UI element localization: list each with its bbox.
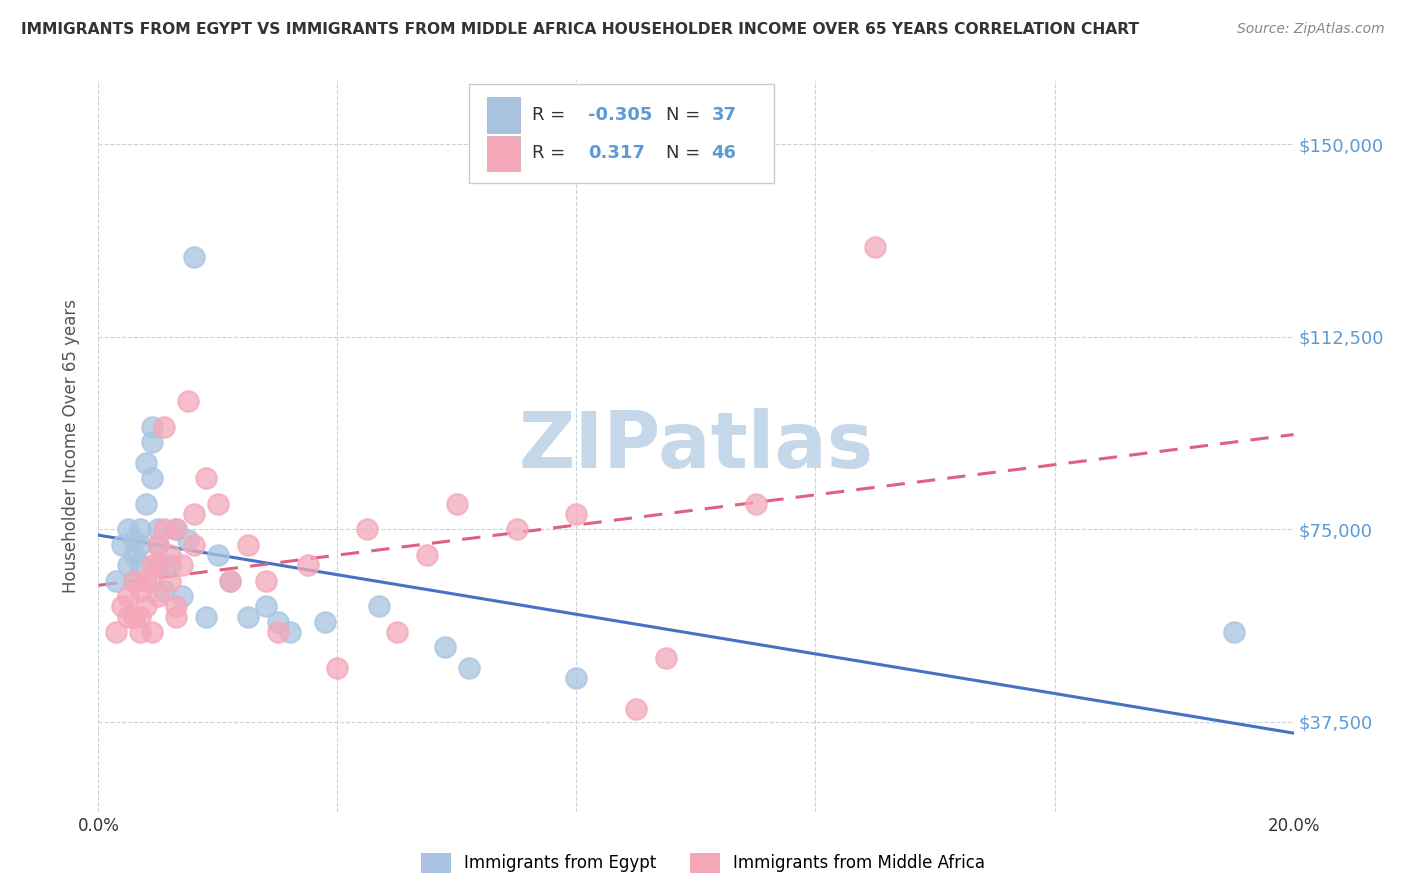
Text: Source: ZipAtlas.com: Source: ZipAtlas.com [1237,22,1385,37]
Point [278,625,301,640]
Text: ZIPatlas: ZIPatlas [519,408,873,484]
Point [183,251,205,265]
Text: 46: 46 [711,145,737,162]
Point [177,533,200,547]
Point [626,702,648,716]
Point [129,584,152,599]
Point [148,523,170,537]
Point [111,599,134,614]
Point [135,456,157,470]
Point [135,599,157,614]
Text: R =: R = [533,145,571,162]
Point [117,558,139,573]
Point [148,558,170,573]
Point [129,538,152,552]
Point [124,574,146,588]
Point [165,609,187,624]
Point [129,609,152,624]
Point [254,574,277,588]
Point [117,589,139,603]
Point [183,538,205,552]
Point [148,589,170,603]
Bar [486,136,520,171]
Point [148,558,170,573]
Point [267,615,290,629]
Point [129,523,152,537]
Point [416,548,439,562]
Point [254,599,277,614]
Point [745,497,768,511]
Point [565,671,588,685]
Text: N =: N = [666,145,706,162]
Point [141,471,163,485]
Point [865,240,887,254]
Point [177,394,200,409]
Point [124,574,146,588]
Point [141,625,163,640]
Point [129,558,152,573]
Point [135,497,157,511]
Point [117,523,139,537]
Point [124,609,146,624]
Point [105,574,128,588]
Point [129,625,152,640]
Point [141,435,163,450]
Legend: Immigrants from Egypt, Immigrants from Middle Africa: Immigrants from Egypt, Immigrants from M… [415,847,991,880]
Point [195,609,218,624]
Point [141,558,163,573]
Point [195,471,218,485]
Point [124,533,146,547]
Text: 0.317: 0.317 [589,145,645,162]
Text: N =: N = [666,106,706,124]
Text: IMMIGRANTS FROM EGYPT VS IMMIGRANTS FROM MIDDLE AFRICA HOUSEHOLDER INCOME OVER 6: IMMIGRANTS FROM EGYPT VS IMMIGRANTS FROM… [21,22,1139,37]
Text: R =: R = [533,106,571,124]
Point [326,661,349,675]
Point [368,599,391,614]
Point [655,650,678,665]
Point [105,625,128,640]
Point [165,523,187,537]
Point [141,574,163,588]
Point [267,625,290,640]
Point [1223,625,1246,640]
Point [135,574,157,588]
Point [111,538,134,552]
Y-axis label: Householder Income Over 65 years: Householder Income Over 65 years [62,299,80,593]
Point [434,640,457,655]
Point [458,661,481,675]
Point [446,497,468,511]
Point [207,548,229,562]
Point [172,558,194,573]
Point [159,558,181,573]
Bar [486,97,520,133]
Point [165,599,187,614]
Point [297,558,319,573]
Point [315,615,337,629]
Point [385,625,409,640]
Point [183,507,205,521]
Point [236,609,259,624]
Point [159,548,181,562]
Text: 37: 37 [711,106,737,124]
Point [565,507,588,521]
Point [207,497,229,511]
Point [219,574,242,588]
Point [219,574,242,588]
Point [153,523,176,537]
Point [148,538,170,552]
Point [153,584,176,599]
Point [159,574,181,588]
Point [165,523,187,537]
Point [117,609,139,624]
Text: -0.305: -0.305 [589,106,652,124]
Point [141,419,163,434]
Point [148,538,170,552]
Point [172,589,194,603]
FancyBboxPatch shape [470,84,773,183]
Point [153,419,176,434]
Point [124,548,146,562]
Point [506,523,529,537]
Point [356,523,378,537]
Point [236,538,259,552]
